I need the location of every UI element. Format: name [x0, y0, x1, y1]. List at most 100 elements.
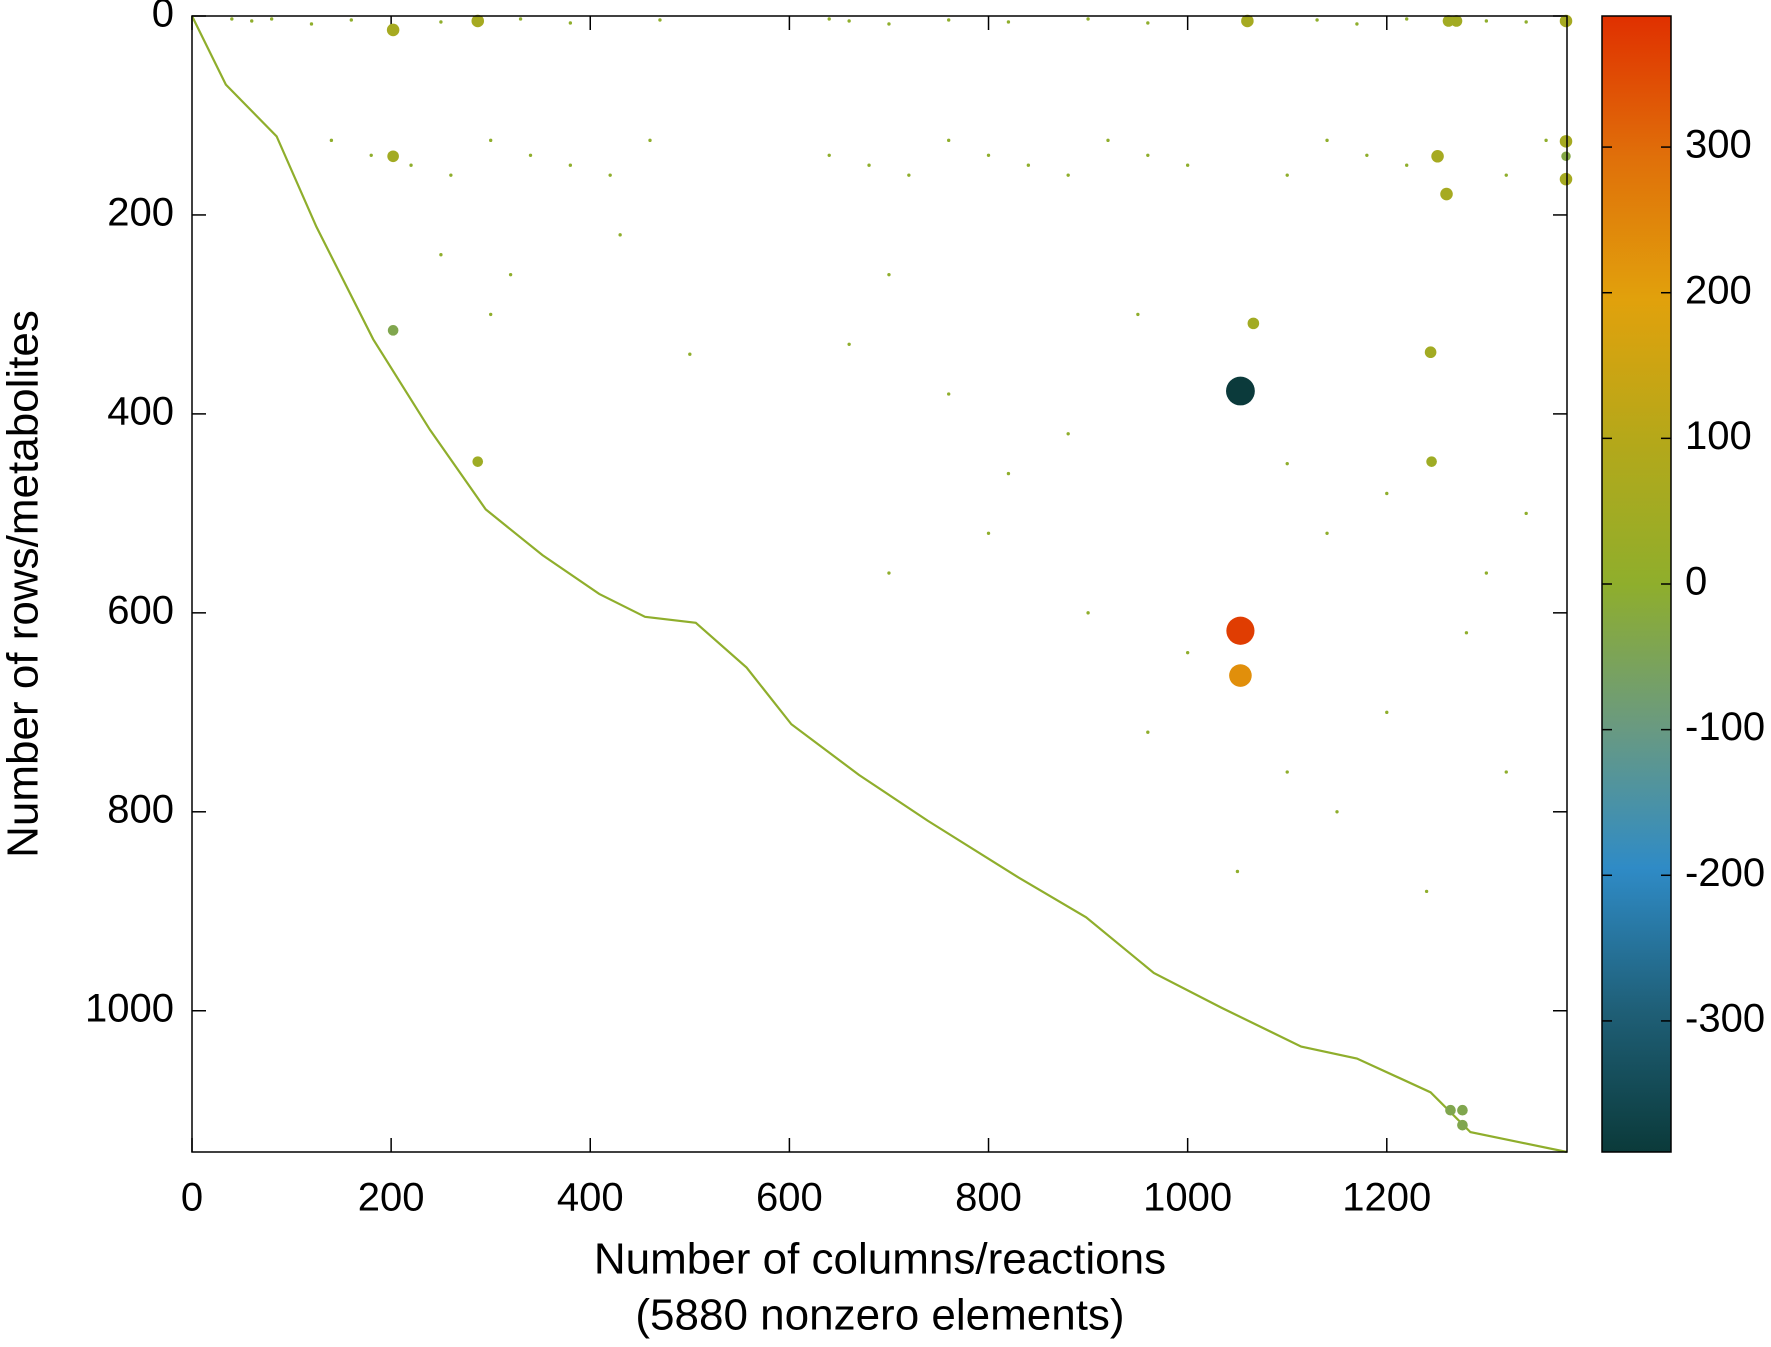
- nonzero-point: [1146, 153, 1150, 157]
- y-tick-label: 200: [107, 191, 174, 235]
- plot-frame: [191, 15, 1568, 1153]
- colorbar-tick-label: 300: [1685, 123, 1752, 167]
- nonzero-point: [1066, 173, 1070, 177]
- nonzero-point: [1086, 611, 1090, 615]
- nonzero-point: [1146, 21, 1150, 25]
- nonzero-point: [329, 138, 334, 143]
- nonzero-point: [387, 325, 399, 336]
- y-tick-label: 600: [107, 588, 174, 632]
- nonzero-point: [1440, 187, 1453, 201]
- y-tick-label: 800: [107, 787, 174, 831]
- nonzero-point: [439, 20, 443, 24]
- nonzero-point: [1559, 135, 1573, 148]
- colorbar-tick-label: 200: [1685, 268, 1752, 312]
- nonzero-point: [1405, 163, 1409, 167]
- nonzero-point: [1424, 889, 1429, 894]
- nonzero-point: [1457, 1119, 1468, 1131]
- nonzero-point: [568, 21, 573, 25]
- colorbar-tick-label: -300: [1685, 996, 1765, 1040]
- nonzero-point: [1445, 1104, 1456, 1116]
- nonzero-point: [1355, 22, 1359, 26]
- nonzero-point: [309, 22, 314, 26]
- nonzero-point: [1285, 461, 1289, 466]
- nonzero-point: [1424, 346, 1437, 359]
- y-tick-label: 0: [152, 0, 174, 36]
- nonzero-point: [230, 17, 234, 21]
- nonzero-point: [1006, 20, 1011, 24]
- x-tick-label: 0: [181, 1176, 203, 1220]
- nonzero-point: [887, 22, 891, 26]
- nonzero-point: [1285, 173, 1289, 177]
- nonzero-point: [1086, 17, 1090, 21]
- nonzero-point: [847, 19, 851, 23]
- nonzero-point: [1405, 17, 1409, 21]
- colorbar: [1601, 15, 1672, 1153]
- nonzero-point: [250, 19, 254, 23]
- nonzero-point: [1185, 650, 1190, 655]
- nonzero-point: [1442, 15, 1455, 27]
- nonzero-point: [386, 23, 400, 37]
- x-tick-label: 1000: [1143, 1176, 1232, 1220]
- nonzero-point: [1106, 138, 1110, 143]
- nonzero-point: [1559, 14, 1573, 28]
- nonzero-point: [439, 253, 443, 257]
- nonzero-point: [947, 18, 951, 22]
- diagonal-band: [191, 15, 1568, 1154]
- nonzero-point: [688, 352, 692, 356]
- nonzero-point: [1026, 163, 1031, 167]
- nonzero-point: [449, 173, 453, 177]
- nonzero-point: [1559, 172, 1573, 186]
- nonzero-point: [1561, 151, 1571, 161]
- x-axis-title: Number of columns/reactions: [594, 1235, 1166, 1284]
- x-tick-label: 400: [557, 1176, 624, 1220]
- colorbar-tick-label: -200: [1685, 851, 1765, 895]
- nonzero-point: [1247, 317, 1260, 330]
- nonzero-point: [1226, 616, 1255, 645]
- nonzero-point: [489, 138, 493, 143]
- nonzero-point: [1066, 432, 1070, 436]
- nonzero-point: [827, 153, 831, 157]
- nonzero-point: [1146, 730, 1150, 734]
- nonzero-point: [1504, 770, 1508, 774]
- colorbar-tick-label: -100: [1685, 705, 1765, 749]
- nonzero-point: [369, 153, 373, 157]
- nonzero-point: [528, 153, 533, 157]
- nonzero-point: [1335, 810, 1339, 814]
- y-tick-label: 400: [107, 389, 174, 433]
- nonzero-point: [1325, 531, 1329, 535]
- colorbar-tick-label: 100: [1685, 414, 1752, 458]
- nonzero-point: [1226, 376, 1255, 406]
- nonzero-point: [471, 14, 485, 28]
- nonzero-point: [1524, 20, 1528, 24]
- x-tick-label: 1200: [1342, 1176, 1431, 1220]
- nonzero-point: [986, 153, 991, 157]
- nonzero-point: [947, 392, 951, 396]
- nonzero-point: [1241, 14, 1254, 28]
- nonzero-point: [1484, 571, 1489, 575]
- nonzero-point: [1325, 138, 1329, 143]
- nonzero-point: [608, 173, 612, 177]
- nonzero-point: [827, 17, 831, 21]
- nonzero-point: [986, 531, 991, 535]
- nonzero-point: [648, 138, 652, 143]
- nonzero-point: [947, 138, 951, 143]
- nonzero-point: [568, 163, 573, 167]
- nonzero-point: [1504, 173, 1508, 177]
- nonzero-point: [269, 17, 274, 21]
- y-axis-title: Number of rows/metabolites: [0, 310, 48, 858]
- nonzero-point: [1385, 710, 1389, 715]
- x-tick-label: 200: [358, 1176, 425, 1220]
- nonzero-point: [1484, 19, 1489, 23]
- nonzero-point: [1431, 149, 1444, 163]
- nonzero-point: [489, 312, 493, 317]
- nonzero-point: [1235, 869, 1240, 874]
- nonzero-point: [1229, 664, 1252, 687]
- nonzero-point: [1185, 163, 1190, 167]
- nonzero-point: [1315, 18, 1319, 22]
- nonzero-point: [1136, 312, 1140, 317]
- nonzero-point: [1426, 456, 1437, 467]
- x-tick-label: 600: [756, 1176, 823, 1220]
- colorbar-tick-label: 0: [1685, 560, 1707, 604]
